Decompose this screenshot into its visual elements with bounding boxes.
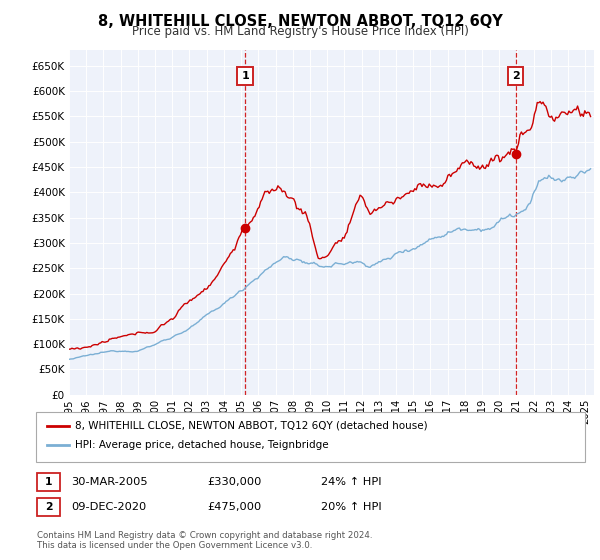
Text: Price paid vs. HM Land Registry's House Price Index (HPI): Price paid vs. HM Land Registry's House … [131, 25, 469, 38]
Text: 30-MAR-2005: 30-MAR-2005 [71, 477, 148, 487]
Text: £330,000: £330,000 [207, 477, 262, 487]
Text: HPI: Average price, detached house, Teignbridge: HPI: Average price, detached house, Teig… [75, 440, 329, 450]
Text: 2: 2 [45, 502, 52, 512]
Text: 8, WHITEHILL CLOSE, NEWTON ABBOT, TQ12 6QY: 8, WHITEHILL CLOSE, NEWTON ABBOT, TQ12 6… [98, 14, 502, 29]
Text: 1: 1 [241, 71, 249, 81]
Text: 1: 1 [45, 477, 52, 487]
Text: 8, WHITEHILL CLOSE, NEWTON ABBOT, TQ12 6QY (detached house): 8, WHITEHILL CLOSE, NEWTON ABBOT, TQ12 6… [75, 421, 428, 431]
Text: Contains HM Land Registry data © Crown copyright and database right 2024.
This d: Contains HM Land Registry data © Crown c… [37, 531, 373, 550]
Text: 09-DEC-2020: 09-DEC-2020 [71, 502, 146, 512]
Text: 24% ↑ HPI: 24% ↑ HPI [321, 477, 382, 487]
Text: 2: 2 [512, 71, 520, 81]
Text: 20% ↑ HPI: 20% ↑ HPI [321, 502, 382, 512]
Text: £475,000: £475,000 [207, 502, 261, 512]
